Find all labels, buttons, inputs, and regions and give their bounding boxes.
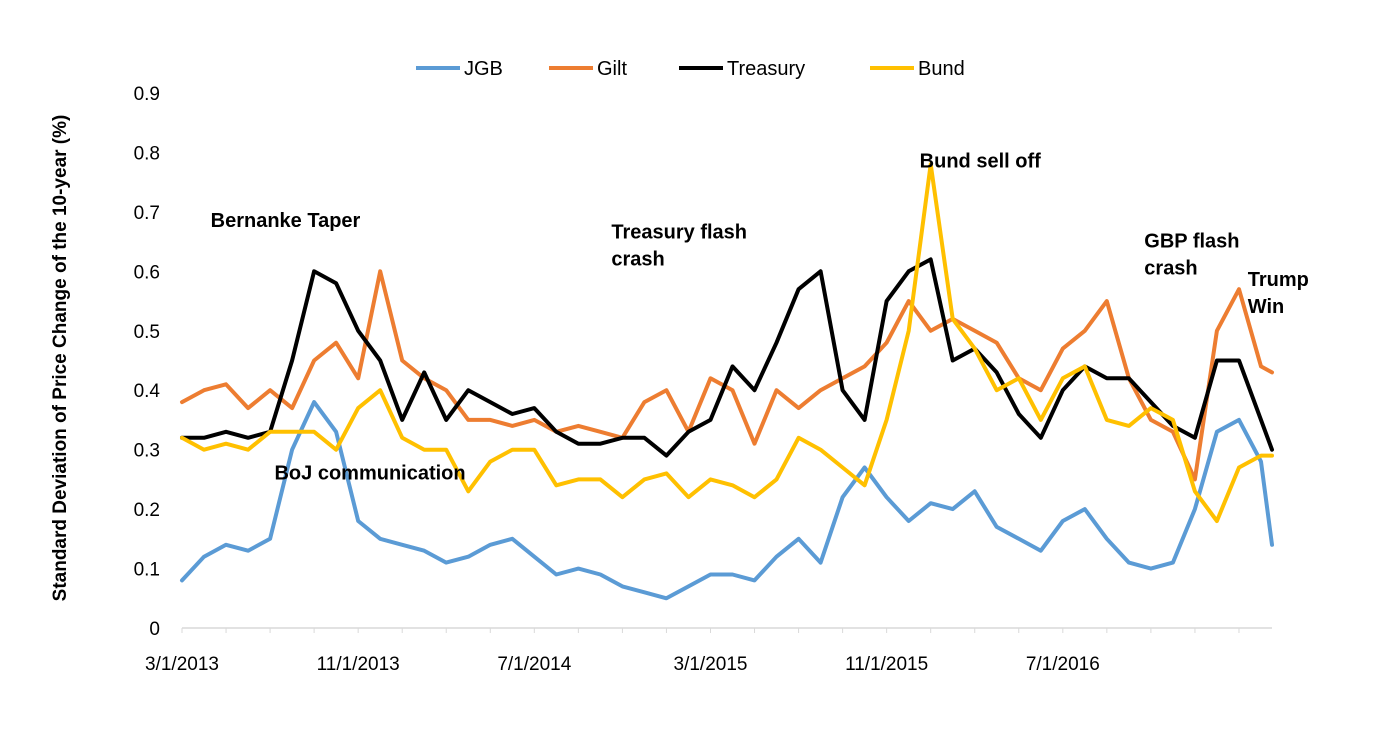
y-tick-label: 0 bbox=[149, 619, 160, 640]
x-tick-label: 7/1/2016 bbox=[1026, 654, 1100, 675]
annotation-label: GBP flash bbox=[1144, 231, 1239, 253]
x-tick-label: 3/1/2013 bbox=[145, 654, 219, 675]
y-tick-label: 0.3 bbox=[134, 441, 160, 462]
legend-label-bund: Bund bbox=[918, 58, 965, 80]
annotation-label: crash bbox=[611, 248, 664, 270]
y-tick-label: 0.6 bbox=[134, 262, 160, 283]
y-tick-label: 0.8 bbox=[134, 143, 160, 164]
annotation-label: Win bbox=[1248, 296, 1284, 318]
y-tick-label: 0.7 bbox=[134, 203, 160, 224]
annotation-label: Bernanke Taper bbox=[211, 210, 361, 232]
annotation-label: Treasury flash bbox=[611, 222, 747, 244]
series-line-bund bbox=[180, 162, 1274, 523]
annotation-label: crash bbox=[1144, 257, 1197, 279]
series-line-treasury bbox=[180, 257, 1274, 458]
y-axis: 0 0.1 0.2 0.3 0.4 0.5 0.6 0.7 0.8 0.9 bbox=[134, 84, 161, 640]
x-axis: 3/1/2013 11/1/2013 7/1/2014 3/1/2015 11/1/20… bbox=[145, 627, 1272, 675]
x-tick-label: 3/1/2015 bbox=[674, 654, 748, 675]
y-tick-label: 0.1 bbox=[134, 560, 160, 581]
series-group bbox=[180, 162, 1274, 601]
y-tick-label: 0.4 bbox=[134, 381, 161, 402]
y-tick-label: 0.5 bbox=[134, 322, 160, 343]
annotation-label: Trump bbox=[1248, 269, 1309, 291]
annotation-label: BoJ communication bbox=[274, 462, 465, 484]
series-line-jgb bbox=[180, 400, 1274, 601]
annotation-label: Bund sell off bbox=[920, 150, 1041, 172]
legend-label-jgb: JGB bbox=[464, 58, 503, 80]
legend: JGB Gilt Treasury Bund bbox=[416, 58, 965, 80]
y-tick-label: 0.2 bbox=[134, 500, 160, 521]
y-tick-label: 0.9 bbox=[134, 84, 160, 105]
y-axis-label: Standard Deviation of Price Change of th… bbox=[50, 115, 71, 602]
x-tick-label: 11/1/2013 bbox=[317, 654, 400, 675]
x-tick-label: 11/1/2015 bbox=[845, 654, 928, 675]
legend-label-treasury: Treasury bbox=[727, 58, 805, 80]
x-tick-label: 7/1/2014 bbox=[497, 654, 571, 675]
legend-label-gilt: Gilt bbox=[597, 58, 627, 80]
annotations: Bernanke Taper BoJ communication Treasury … bbox=[211, 150, 1309, 484]
